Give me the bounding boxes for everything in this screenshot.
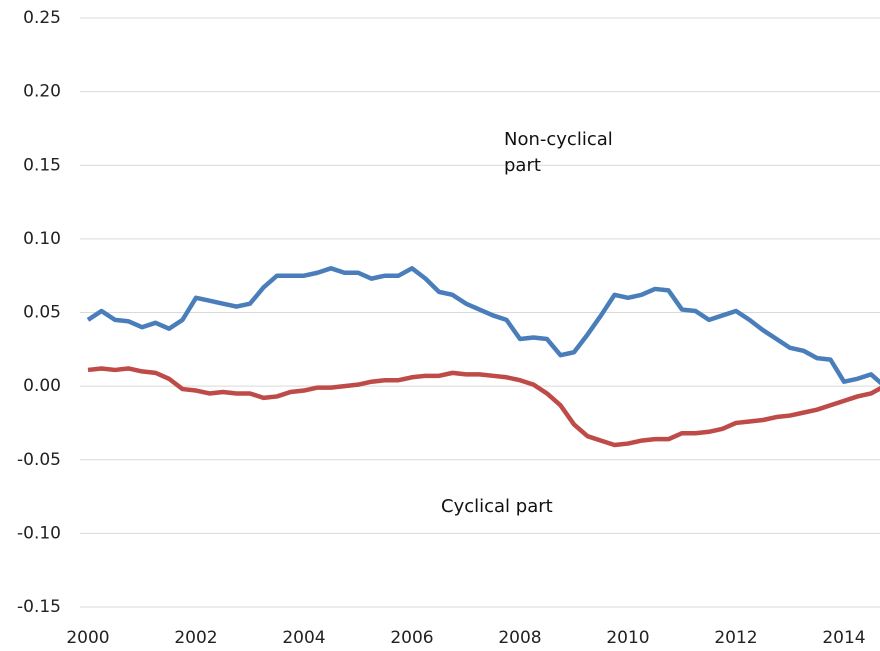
annotation: Non-cyclical part <box>504 129 613 176</box>
x-tick-label: 2008 <box>498 628 541 648</box>
annotation: Cyclical part <box>441 496 553 517</box>
x-tick-label: 2000 <box>66 628 109 648</box>
series-line <box>86 266 880 386</box>
y-tick-label: 0.10 <box>23 229 61 249</box>
x-tick-label: 2004 <box>282 628 325 648</box>
y-tick-label: 0.05 <box>23 303 61 323</box>
x-tick-label: 2006 <box>390 628 433 648</box>
y-tick-label: -0.05 <box>17 450 61 470</box>
x-tick-label: 2014 <box>822 628 865 648</box>
y-tick-label: -0.10 <box>17 523 61 543</box>
x-tick-label: 2010 <box>606 628 649 648</box>
y-tick-label: 0.00 <box>23 376 61 396</box>
y-tick-label: -0.15 <box>17 597 61 617</box>
x-tick-label: 2002 <box>174 628 217 648</box>
x-tick-label: 2012 <box>714 628 757 648</box>
y-tick-label: 0.15 <box>23 155 61 175</box>
y-tick-label: 0.25 <box>23 8 61 28</box>
series-line <box>87 366 880 448</box>
y-tick-label: 0.20 <box>23 82 61 102</box>
